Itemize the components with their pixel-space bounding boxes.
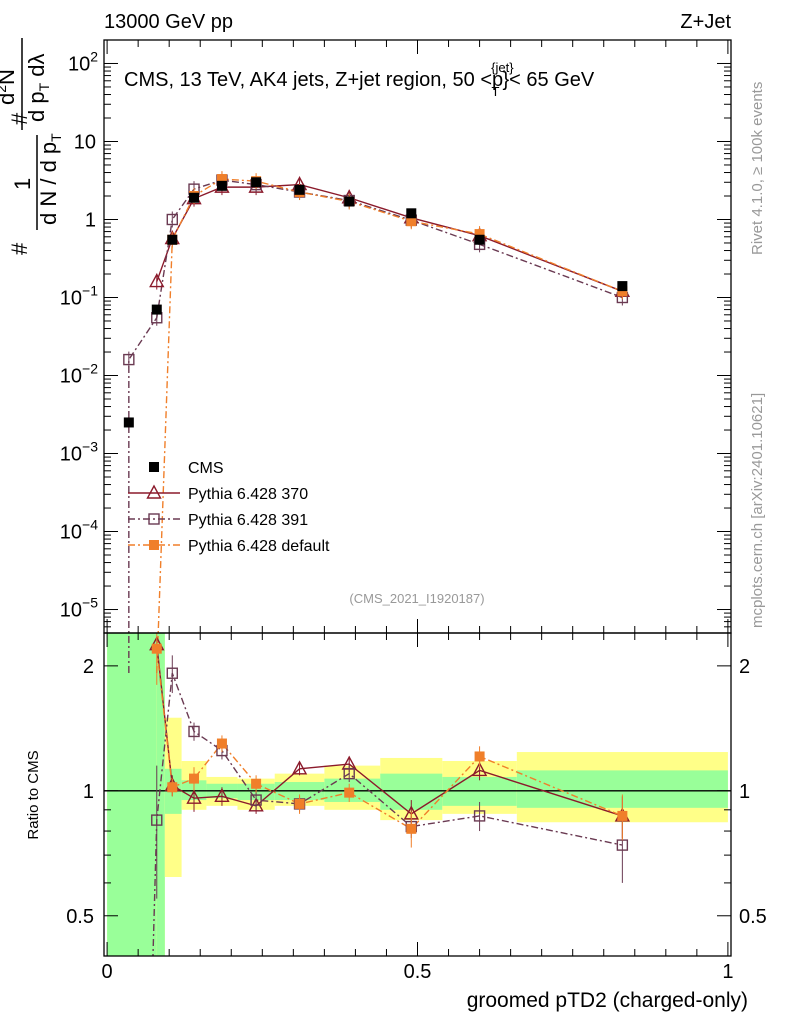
y-tick-label-top: 10−4 [60, 517, 98, 544]
series-line-2 [156, 178, 623, 674]
ratio-point [251, 778, 262, 789]
ratio-point [294, 798, 305, 809]
ratio-series-line-1 [152, 672, 623, 956]
data-point [406, 208, 417, 219]
y-tick-label-ratio: 0.5 [66, 906, 94, 928]
ratio-point [471, 761, 488, 777]
ratio-point [344, 787, 355, 798]
legend-label: CMS [188, 460, 224, 477]
ratio-point [474, 751, 485, 762]
data-point [344, 196, 355, 207]
main-panel-series-lines [128, 178, 623, 674]
svg-text:d2N: d2N [0, 69, 19, 105]
data-point [167, 234, 178, 245]
y-tick-label-top: 10−3 [60, 439, 98, 466]
legend-marker [149, 462, 159, 472]
ratio-point [151, 814, 163, 826]
ratio-uncertainty-bands [104, 633, 731, 956]
ratio-point [166, 667, 178, 679]
axis-ticks: 10−5 10−4 10−3 10−2 10−1 1 10 102 0.5 0.5 1 1 2 2 0 0.5… [60, 39, 767, 983]
series-point [149, 273, 165, 288]
data-point [216, 180, 227, 191]
legend-marker [149, 540, 159, 550]
legend: CMS Pythia 6.428 370 Pythia 6.428 391 Pythi… [128, 460, 330, 555]
y-tick-label-top: 1 [85, 209, 96, 231]
y-tick-label-ratio: 1 [83, 781, 94, 803]
data-point [474, 234, 485, 245]
legend-label: Pythia 6.428 370 [188, 486, 308, 503]
series-point [166, 213, 178, 226]
ratio-point [617, 810, 628, 821]
ratio-point [216, 738, 227, 749]
svg-text:#: # [7, 112, 32, 125]
x-axis-label: groomed pTD2 (charged-only) [467, 989, 748, 1012]
y-axis-label-ratio: Ratio to CMS [25, 750, 42, 839]
y-axis-label-top: # 1 d N / d pT # d2N d pT dλ [0, 38, 64, 255]
ratio-point [343, 767, 355, 780]
legend-label: Pythia 6.428 391 [188, 512, 308, 529]
rivet-version-label: Rivet 4.1.0, ≥ 100k events [749, 82, 766, 255]
y-tick-label-ratio-right: 0.5 [739, 906, 767, 928]
ratio-point [250, 794, 262, 806]
series-line-0 [156, 183, 623, 292]
data-point [151, 304, 162, 315]
analysis-tag: (CMS_2021_I1920187) [349, 591, 484, 606]
ratio-band-inner [156, 633, 165, 956]
ratio-point [189, 773, 200, 784]
series-line-1 [128, 179, 623, 673]
legend-marker [148, 513, 160, 525]
y-tick-label-top: 102 [68, 48, 98, 75]
svg-text:d N / d pT: d N / d pT [36, 133, 64, 225]
series-point [406, 216, 417, 227]
ratio-panel-series-lines [152, 644, 623, 956]
y-tick-label-ratio-right: 2 [739, 656, 750, 678]
ratio-point [214, 787, 230, 803]
ratio-point [406, 823, 417, 834]
series-point [123, 353, 135, 366]
ratio-point [188, 725, 200, 738]
main-panel-markers [123, 171, 631, 428]
svg-text:#: # [7, 242, 32, 255]
ratio-panel-markers [149, 633, 631, 899]
x-tick-label: 0.5 [404, 961, 432, 983]
data-point [189, 192, 200, 203]
series-point [216, 174, 227, 185]
x-tick-label: 1 [722, 961, 733, 983]
ratio-point [291, 760, 308, 775]
ratio-point [151, 643, 162, 654]
energy-label: 13000 GeV pp [104, 11, 233, 33]
ratio-band-inner [107, 633, 157, 956]
legend-marker [146, 484, 162, 499]
svg-text:1: 1 [10, 178, 35, 190]
svg-text:d pT dλ: d pT dλ [24, 53, 52, 122]
process-label: Z+Jet [680, 11, 731, 33]
data-point [251, 177, 262, 188]
y-tick-label-ratio-right: 1 [739, 781, 750, 803]
y-tick-label-top: 10−5 [60, 595, 98, 622]
series-point [617, 286, 628, 297]
legend-label: Pythia 6.428 default [188, 538, 330, 555]
y-tick-label-top: 10−1 [60, 282, 98, 309]
chart-title: CMS, 13 TeV, AK4 jets, Z+jet region, 50 … [124, 60, 595, 99]
x-tick-label: 0 [102, 961, 113, 983]
ratio-point [473, 810, 486, 822]
ratio-point [167, 782, 178, 793]
ratio-point [186, 789, 202, 804]
data-point [123, 417, 134, 428]
y-tick-label-top: 10 [74, 131, 96, 153]
ratio-series-line-2 [156, 648, 623, 830]
mcplots-label: mcplots.cern.ch [arXiv:2401.10621] [749, 393, 766, 628]
data-point [294, 184, 305, 195]
y-tick-label-ratio: 2 [83, 656, 94, 678]
series-point [474, 229, 485, 240]
y-tick-label-top: 10−2 [60, 361, 98, 388]
data-point [617, 281, 628, 292]
